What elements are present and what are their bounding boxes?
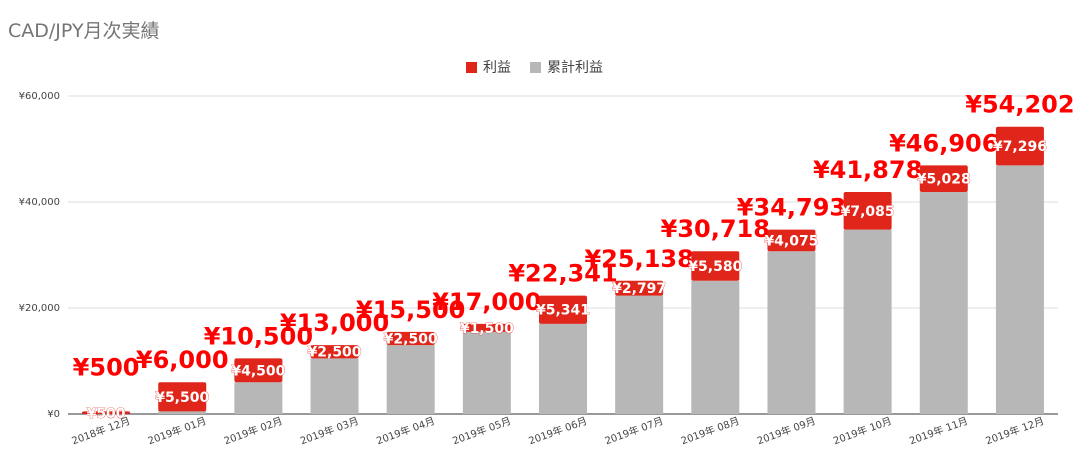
bar-cumulative <box>843 229 892 414</box>
total-data-label: ¥30,718 <box>661 215 770 243</box>
total-data-label: ¥22,341 <box>508 260 617 288</box>
bar-cumulative <box>462 331 511 414</box>
segment-data-label: ¥5,580 <box>688 259 742 275</box>
bar-profit <box>615 280 664 296</box>
x-tick-label: 2019年 02月 <box>222 414 284 447</box>
total-data-label: ¥6,000 <box>136 346 229 374</box>
total-data-label: ¥41,878 <box>813 156 922 184</box>
segment-data-label: ¥7,296 <box>993 139 1047 155</box>
x-tick-label: 2019年 03月 <box>298 414 360 447</box>
total-data-label: ¥15,500 <box>356 296 465 324</box>
total-data-label: ¥13,000 <box>280 309 389 337</box>
bar-profit <box>462 323 511 332</box>
bar-profit <box>386 331 435 346</box>
bar-cumulative <box>615 295 664 414</box>
y-tick-label: ¥20,000 <box>19 303 60 314</box>
bar-cumulative <box>691 280 740 414</box>
bar-profit <box>539 295 587 324</box>
segment-data-label: ¥5,028 <box>917 172 971 188</box>
segment-data-label: ¥2,797 <box>612 281 666 297</box>
x-tick-label: 2019年 09月 <box>755 414 817 447</box>
bar-profit <box>843 192 892 230</box>
bar-profit <box>767 229 816 252</box>
bar-cumulative <box>919 192 968 414</box>
segment-data-label: ¥2,500 <box>384 331 438 347</box>
segment-data-label: ¥500 <box>87 406 126 422</box>
total-data-label: ¥54,202 <box>965 91 1074 119</box>
total-data-label: ¥500 <box>73 353 140 381</box>
bar-cumulative <box>539 323 587 414</box>
bar-cumulative <box>234 382 283 414</box>
bar-profit <box>234 358 283 383</box>
total-data-label: ¥25,138 <box>584 245 693 273</box>
x-tick-label: 2019年 12月 <box>984 414 1046 447</box>
legend-label-cumulative: 累計利益 <box>547 60 603 76</box>
chart-title: CAD/JPY月次実績 <box>8 20 160 42</box>
bar-cumulative <box>386 345 435 414</box>
total-data-label: ¥46,906 <box>889 129 998 157</box>
x-tick-label: 2019年 05月 <box>451 414 513 447</box>
x-tick-label: 2019年 07月 <box>603 414 665 447</box>
bar-cumulative <box>995 165 1044 414</box>
legend-swatch-profit <box>466 62 477 73</box>
x-tick-label: 2019年 11月 <box>908 414 970 447</box>
x-tick-label: 2019年 04月 <box>374 414 436 447</box>
segment-data-label: ¥5,341 <box>536 303 590 319</box>
total-data-label: ¥10,500 <box>204 322 313 350</box>
segment-data-label: ¥1,500 <box>460 321 514 337</box>
segment-data-label: ¥5,500 <box>155 390 209 406</box>
bar-profit <box>995 126 1044 166</box>
total-data-label: ¥34,793 <box>737 194 846 222</box>
x-tick-label: 2019年 06月 <box>527 414 589 447</box>
bar-profit <box>158 382 207 412</box>
bar-cumulative <box>767 251 816 414</box>
x-tick-label: 2019年 10月 <box>831 414 893 447</box>
y-tick-label: ¥60,000 <box>19 91 60 102</box>
bar-profit <box>82 411 131 414</box>
bar-cumulative <box>158 411 207 414</box>
bar-profit <box>691 251 740 281</box>
segment-data-label: ¥4,075 <box>764 233 818 249</box>
x-tick-label: 2019年 08月 <box>679 414 741 447</box>
bar-profit <box>919 165 968 193</box>
segment-data-label: ¥4,500 <box>231 363 285 379</box>
y-tick-label: ¥40,000 <box>19 197 60 208</box>
x-tick-label: 2019年 01月 <box>146 414 208 447</box>
legend-swatch-cumulative <box>530 62 541 73</box>
y-tick-label: ¥0 <box>47 409 60 420</box>
bar-profit <box>310 345 359 359</box>
total-data-label: ¥17,000 <box>432 288 541 316</box>
segment-data-label: ¥2,500 <box>308 345 362 361</box>
legend-label-profit: 利益 <box>483 60 511 76</box>
segment-data-label: ¥7,085 <box>841 204 895 220</box>
bar-cumulative <box>310 358 359 414</box>
